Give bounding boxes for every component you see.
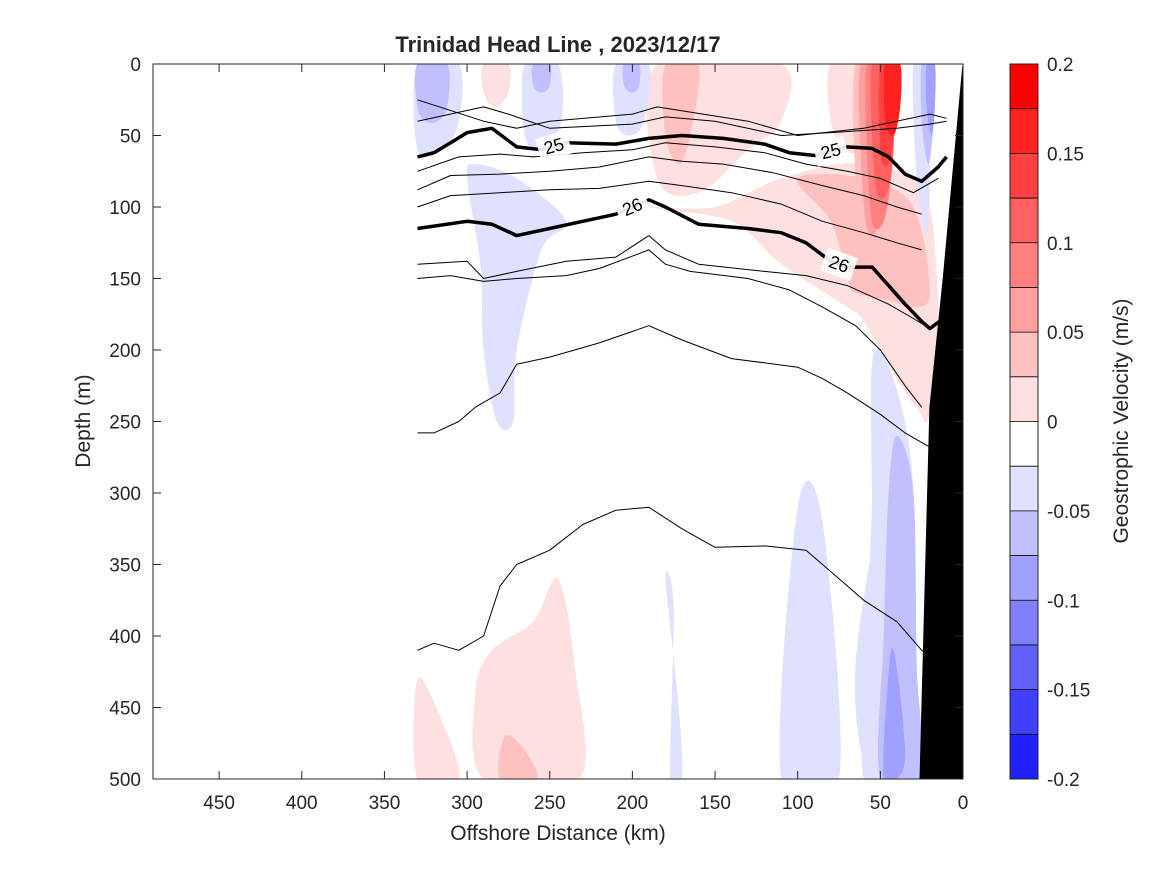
x-tick-label: 0 (958, 793, 969, 814)
contour-label: 25 (819, 139, 843, 163)
x-tick-label: 150 (699, 793, 731, 814)
y-tick-label: 0 (130, 55, 141, 76)
y-tick-label: 50 (120, 127, 141, 148)
colorbar-band (1010, 198, 1038, 244)
velocity-patch-negative (521, 64, 564, 151)
x-tick-label: 450 (203, 793, 235, 814)
colorbar-frame (1009, 63, 1039, 780)
velocity-patch-positive (472, 577, 586, 779)
colorbar-band (1010, 644, 1038, 691)
density-contour (417, 106, 947, 136)
colorbar-band (1010, 421, 1038, 467)
plot-area: 25 25 26 26 (152, 63, 964, 780)
y-tick-label: 250 (109, 413, 141, 434)
colorbar-band (1010, 108, 1038, 154)
density-contour (417, 99, 947, 136)
density-contour (417, 142, 939, 194)
bold-density-contour (417, 126, 948, 184)
density-contour (417, 180, 922, 251)
colorbar-band (1010, 689, 1038, 735)
colorbar-label: Geostrophic Velocity (m/s) (1110, 298, 1133, 543)
colorbar: 0.2 0.15 0.1 0.05 0 -0.05 -0.1 -0.15 -0.2 (1009, 55, 1090, 791)
density-contour (417, 235, 931, 330)
colorbar-band (1010, 510, 1038, 557)
y-tick-label: 150 (109, 270, 141, 291)
x-tick-label: 300 (451, 793, 483, 814)
colorbar-band (1010, 376, 1038, 422)
colorbar-band (1010, 332, 1038, 378)
colorbar-tick-label: -0.2 (1047, 770, 1080, 791)
colorbar-tick-label: 0.15 (1047, 144, 1084, 165)
colorbar-band (1010, 734, 1038, 780)
velocity-patch-negative (779, 480, 841, 779)
x-tick-label: 200 (617, 793, 649, 814)
y-tick-label: 300 (109, 484, 141, 505)
velocity-patch-negative (612, 64, 651, 136)
velocity-patch-positive (413, 677, 460, 779)
y-tick-label: 100 (109, 198, 141, 219)
x-tick-label: 50 (870, 793, 891, 814)
x-tick-label: 350 (369, 793, 401, 814)
colorbar-tick-label: -0.05 (1047, 502, 1090, 523)
y-axis-ticks: 0 50 100 150 200 250 300 350 400 450 500 (109, 55, 963, 791)
contour-label-group: 25 (812, 135, 850, 167)
y-tick-label: 450 (109, 699, 141, 720)
density-contour (417, 249, 923, 408)
colorbar-tick-label: 0.1 (1047, 234, 1073, 255)
velocity-patch-negative (665, 567, 715, 779)
x-axis-ticks: 450 400 350 300 250 200 150 100 50 0 (203, 64, 968, 814)
y-tick-label: 400 (109, 627, 141, 648)
y-axis-label: Depth (m) (72, 374, 95, 467)
density-contour (417, 325, 939, 451)
colorbar-band (1010, 287, 1038, 333)
contour-label-halo (612, 189, 652, 225)
contour-label-group: 26 (612, 189, 652, 225)
colorbar-band (1010, 153, 1038, 199)
y-tick-label: 350 (109, 556, 141, 577)
velocity-patch-positive (883, 64, 902, 137)
colorbar-band (1010, 555, 1038, 601)
density-contours: 25 25 26 26 (417, 99, 948, 656)
bold-density-contour (417, 198, 945, 331)
density-contour (417, 506, 931, 656)
seafloor-wedge (919, 64, 963, 779)
x-tick-label: 250 (534, 793, 566, 814)
contour-label-halo (535, 130, 573, 163)
colorbar-band (1010, 466, 1038, 512)
colorbar-tick-label: 0.2 (1047, 55, 1073, 76)
colorbar-band (1010, 64, 1038, 110)
colorbar-tick-label: 0 (1047, 413, 1058, 434)
density-contour (417, 156, 922, 215)
contour-label-group: 26 (819, 247, 859, 281)
contour-label-halo (819, 247, 859, 281)
velocity-patch-negative (414, 64, 450, 123)
y-tick-label: 200 (109, 341, 141, 362)
y-tick-label: 500 (109, 770, 141, 791)
velocity-patch-positive (498, 735, 538, 779)
velocity-patch-negative (925, 64, 936, 136)
colorbar-tick-label: -0.15 (1047, 681, 1090, 702)
bathymetry (919, 64, 963, 779)
x-axis-label: Offshore Distance (km) (450, 822, 666, 845)
contour-label-halo (812, 135, 850, 167)
velocity-patch-negative (622, 64, 641, 93)
colorbar-band (1010, 242, 1038, 288)
chart-title: Trinidad Head Line , 2023/12/17 (395, 32, 720, 57)
x-tick-label: 100 (782, 793, 814, 814)
colorbar-band (1010, 600, 1038, 646)
colorbar-tick-label: 0.05 (1047, 323, 1084, 344)
velocity-patch-positive (662, 64, 700, 165)
velocity-patch-positive (481, 64, 511, 107)
velocity-patch-negative (883, 648, 906, 779)
velocity-patch-negative (665, 571, 683, 779)
colorbar-tick-label: -0.1 (1047, 591, 1080, 612)
x-tick-label: 400 (286, 793, 318, 814)
contour-label-group: 25 (535, 130, 573, 163)
velocity-patch-negative (531, 64, 552, 93)
